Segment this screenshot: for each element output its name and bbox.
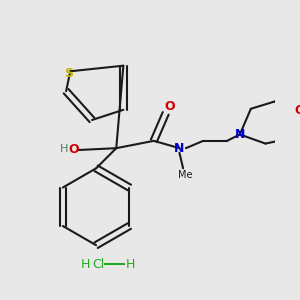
Text: Cl: Cl [93, 258, 105, 271]
Text: S: S [64, 67, 73, 80]
Text: O: O [68, 142, 79, 156]
Text: O: O [294, 104, 300, 117]
Text: H: H [126, 258, 136, 271]
Text: Me: Me [178, 170, 192, 180]
Text: O: O [164, 100, 175, 112]
Text: H: H [60, 144, 68, 154]
Text: H: H [80, 258, 90, 271]
Text: N: N [235, 128, 245, 141]
Text: N: N [174, 142, 184, 155]
